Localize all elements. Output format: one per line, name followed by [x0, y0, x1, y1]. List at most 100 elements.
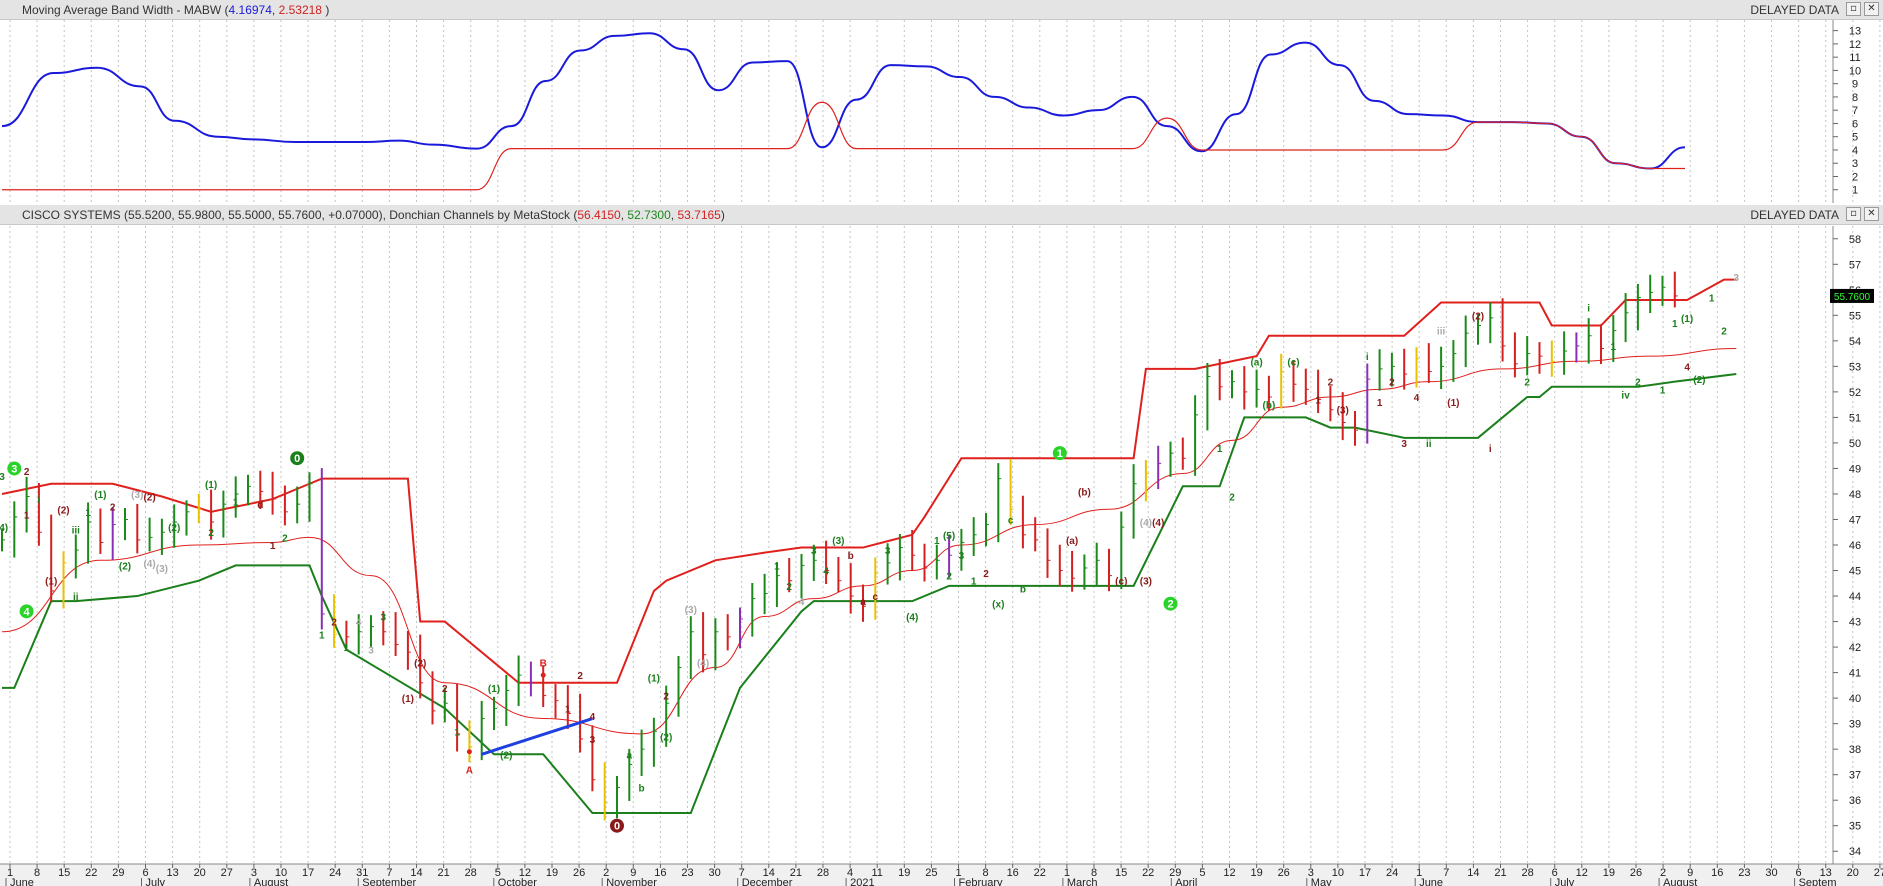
date-day-label: 7	[386, 867, 392, 879]
wave-label: 1	[1315, 396, 1321, 407]
wave-label: 2	[1635, 378, 1641, 389]
price-y-tick-label: 48	[1849, 489, 1861, 501]
date-day-label: 14	[1467, 867, 1479, 879]
date-day-label: 27	[221, 867, 233, 879]
wave-label: i	[38, 495, 41, 506]
close-pane-button[interactable]: ✕	[1864, 2, 1879, 16]
price-y-tick-label: 52	[1849, 387, 1861, 399]
wave-label: 3	[381, 612, 387, 623]
wave-label: (2)	[168, 523, 180, 534]
date-day-label: 28	[465, 867, 477, 879]
date-day-label: 3	[251, 867, 257, 879]
mabw-y-tick-label: 2	[1852, 171, 1858, 183]
wave-label: (x)	[992, 600, 1004, 611]
wave-label: (1)	[488, 684, 500, 695]
wave-label: 1	[344, 643, 350, 654]
date-day-label: 6	[1796, 867, 1802, 879]
date-month-label: June	[1419, 877, 1443, 886]
date-day-label: 1	[955, 867, 961, 879]
mabw-value: 4.16974	[228, 3, 272, 17]
mabw-y-tick-label: 13	[1849, 26, 1861, 38]
price-y-tick-label: 35	[1849, 821, 1861, 833]
date-day-label: 19	[546, 867, 558, 879]
date-day-label: 8	[34, 867, 40, 879]
wave-label: 2	[110, 503, 116, 514]
wave-label: (a)	[1250, 357, 1262, 368]
date-month-label: Septem	[1799, 877, 1837, 886]
date-day-label: 27	[1874, 867, 1883, 879]
date-day-label: 12	[1576, 867, 1588, 879]
date-day-label: 1	[1064, 867, 1070, 879]
mabw-line	[1, 32, 1686, 170]
date-day-label: 14	[410, 867, 422, 879]
wave-label: b	[639, 783, 645, 794]
price-y-tick-label: 58	[1849, 234, 1861, 246]
wave-count-label: 4	[24, 606, 31, 618]
wave-label: A	[466, 766, 473, 777]
wave-label: d	[257, 500, 263, 511]
wave-label: (2)	[143, 493, 155, 504]
date-month-label: July	[146, 877, 166, 886]
wave-label: c	[873, 592, 879, 603]
date-day-label: 14	[763, 867, 775, 879]
date-day-label: 5	[1199, 867, 1205, 879]
price-y-tick-label: 36	[1849, 795, 1861, 807]
mabw-plot-bg	[0, 20, 1883, 203]
date-day-label: 21	[1494, 867, 1506, 879]
date-day-label: 13	[1820, 867, 1832, 879]
date-day-label: 21	[437, 867, 449, 879]
wave-label: ii	[73, 592, 79, 603]
date-day-label: 16	[1007, 867, 1019, 879]
wave-label: 2	[1328, 378, 1334, 389]
wave-label: 1	[774, 561, 780, 572]
price-y-tick-label: 49	[1849, 463, 1861, 475]
date-day-label: 22	[85, 867, 97, 879]
maximize-pane-button[interactable]: ▫	[1846, 2, 1861, 16]
wave-label: (a)	[1066, 536, 1078, 547]
close-pane-button[interactable]: ✕	[1864, 207, 1879, 221]
wave-label: i	[1366, 352, 1369, 363]
wave-label: ii	[1426, 439, 1432, 450]
mabw-y-tick-label: 4	[1852, 145, 1858, 157]
mabw-y-tick-label: 9	[1852, 79, 1858, 91]
date-day-label: 26	[1278, 867, 1290, 879]
donchian-lower-line	[2, 373, 1737, 814]
wave-label: 1	[24, 510, 30, 521]
wave-label: 1	[1217, 444, 1223, 455]
wave-label: (2)	[57, 505, 69, 516]
price-y-tick-label: 54	[1849, 336, 1861, 348]
wave-label: i	[1489, 444, 1492, 455]
wave-label: iii	[1437, 327, 1446, 338]
wave-label: (4)	[1152, 518, 1164, 529]
wave-label: (b)	[1263, 401, 1276, 412]
maximize-pane-button[interactable]: ▫	[1846, 207, 1861, 221]
wave-label: (2)	[1693, 375, 1705, 386]
donchian-lower-value: 52.7300	[627, 208, 671, 222]
wave-label: 1	[454, 727, 460, 738]
wave-label: a	[860, 597, 866, 608]
wave-label: 2	[1389, 378, 1395, 389]
mabw-y-tick-label: 3	[1852, 158, 1858, 170]
wave-label: 4	[823, 567, 829, 578]
date-month-label: February	[959, 877, 1004, 886]
wave-label: (1)	[45, 577, 57, 588]
date-day-label: 11	[871, 867, 882, 879]
price-y-tick-label: 40	[1849, 693, 1861, 705]
date-month-label: November	[606, 877, 657, 886]
date-day-label: 19	[1250, 867, 1262, 879]
last-price-box	[1830, 288, 1874, 303]
wave-label: (4)	[0, 523, 8, 534]
date-month-label: June	[10, 877, 34, 886]
mabw-pane-title: Moving Average Band Width - MABW (4.1697…	[22, 3, 330, 17]
price-title-suffix: )	[720, 208, 725, 222]
date-month-label: April	[1175, 877, 1197, 886]
date-month-label: December	[742, 877, 793, 886]
wave-count-circle	[290, 451, 305, 466]
wave-count-label: 1	[1057, 448, 1063, 460]
wave-label: (3)	[832, 536, 844, 547]
date-day-label: 23	[1738, 867, 1750, 879]
wave-point-marker	[466, 749, 472, 755]
wave-label: (3)	[1337, 406, 1349, 417]
wave-label: 3	[590, 735, 596, 746]
